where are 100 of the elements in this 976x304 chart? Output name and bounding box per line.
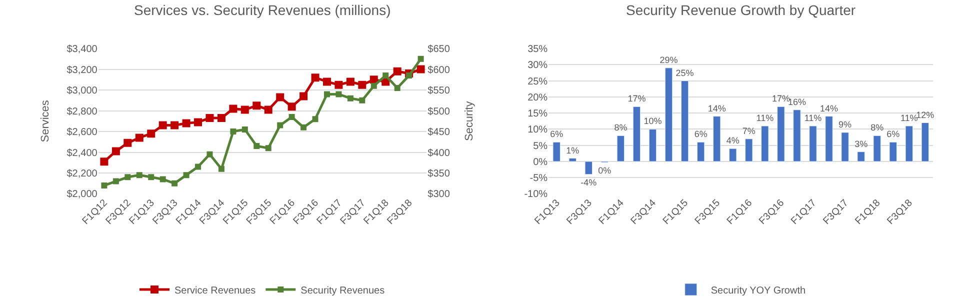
point: [124, 138, 132, 147]
bar: [696, 142, 705, 162]
y-tick-label: $2,000: [66, 189, 98, 200]
data-label: 25%: [676, 68, 694, 78]
y-tick-label: 10%: [528, 124, 548, 136]
data-label: 3%: [854, 138, 868, 149]
bar: [616, 135, 625, 162]
data-label: 16%: [788, 96, 806, 107]
point: [358, 80, 366, 89]
chart-title: Security Revenue Growth by Quarter: [626, 2, 856, 18]
y-tick-label: 25%: [528, 76, 548, 88]
bar: [777, 106, 785, 162]
point: [265, 145, 272, 152]
data-label: 0%: [598, 165, 612, 176]
y2-tick-label: $300: [428, 189, 450, 200]
data-label: 4%: [726, 136, 740, 146]
y-tick-label: 5%: [533, 140, 548, 152]
data-label: 12%: [916, 110, 934, 120]
point: [229, 104, 238, 113]
y-tick-label: $2,400: [66, 148, 98, 159]
bar: [809, 126, 817, 162]
bar: [889, 142, 897, 162]
point: [322, 78, 331, 86]
legend-label: Service Revenues: [174, 285, 256, 296]
point: [195, 164, 202, 170]
data-label: 29%: [660, 54, 678, 65]
data-label: 6%: [550, 129, 564, 140]
bar: [680, 80, 689, 162]
data-label: 6%: [886, 129, 900, 140]
point: [170, 121, 179, 130]
y-tick-label: $2,600: [66, 127, 98, 138]
point: [346, 78, 354, 86]
bar: [825, 116, 833, 162]
point: [300, 124, 307, 130]
y-tick-label: $2,200: [66, 168, 98, 180]
point: [394, 84, 400, 91]
point: [334, 80, 343, 89]
y2-tick-label: $550: [428, 86, 450, 97]
point: [112, 178, 119, 184]
y2-tick-label: $650: [428, 44, 450, 56]
point: [172, 180, 178, 186]
data-label: 10%: [644, 116, 662, 126]
point: [218, 166, 224, 172]
point: [160, 176, 166, 182]
point: [370, 82, 377, 89]
point: [288, 102, 296, 111]
data-label: 6%: [694, 129, 708, 140]
data-label: 14%: [708, 103, 726, 114]
bar: [712, 116, 721, 162]
data-label: 8%: [614, 122, 628, 133]
point: [311, 74, 320, 82]
data-label: -4%: [580, 177, 597, 188]
point: [230, 128, 236, 135]
y2-tick-label: $350: [428, 168, 450, 180]
y-tick-label: 20%: [528, 92, 548, 104]
y-tick-label: $2,800: [66, 106, 98, 118]
bar: [793, 110, 801, 162]
y-tick-label: -5%: [530, 173, 548, 184]
legend-label: Security YOY Growth: [710, 285, 806, 296]
data-label: 14%: [820, 103, 838, 114]
chart-title: Services vs. Security Revenues (millions): [134, 2, 391, 18]
point: [418, 56, 424, 62]
point: [300, 92, 308, 100]
bar: [745, 138, 753, 162]
y-tick-label: 0%: [533, 156, 548, 168]
bar: [873, 135, 881, 162]
point: [242, 126, 248, 132]
data-label: 11%: [804, 112, 822, 123]
point: [158, 121, 167, 130]
bar: [664, 68, 673, 162]
data-label: 11%: [756, 112, 774, 123]
point: [147, 130, 156, 138]
point: [264, 106, 272, 114]
bar: [552, 142, 560, 162]
point: [288, 114, 295, 120]
bar: [905, 126, 913, 162]
bar: [761, 126, 769, 162]
point: [240, 106, 249, 114]
y-tick-label: $3,000: [66, 86, 98, 97]
point: [194, 118, 202, 126]
y2-tick-label: $500: [428, 106, 450, 118]
y-tick-label: $3,400: [66, 44, 98, 56]
y2-tick-label: $600: [428, 64, 450, 76]
point: [277, 122, 284, 128]
point: [336, 91, 342, 98]
point: [276, 93, 284, 102]
data-label: 17%: [628, 94, 646, 104]
y2-axis-title: Security: [464, 100, 476, 142]
point: [206, 114, 214, 122]
data-label: 7%: [742, 126, 756, 136]
point: [416, 65, 425, 74]
point: [124, 174, 131, 180]
y2-tick-label: $450: [428, 127, 450, 138]
point: [182, 119, 190, 128]
bar: [584, 161, 593, 175]
point: [252, 102, 261, 110]
y-tick-label: 35%: [528, 44, 548, 56]
bar: [632, 106, 641, 162]
bar: [648, 128, 657, 162]
y-axis-title: Services: [39, 100, 52, 142]
